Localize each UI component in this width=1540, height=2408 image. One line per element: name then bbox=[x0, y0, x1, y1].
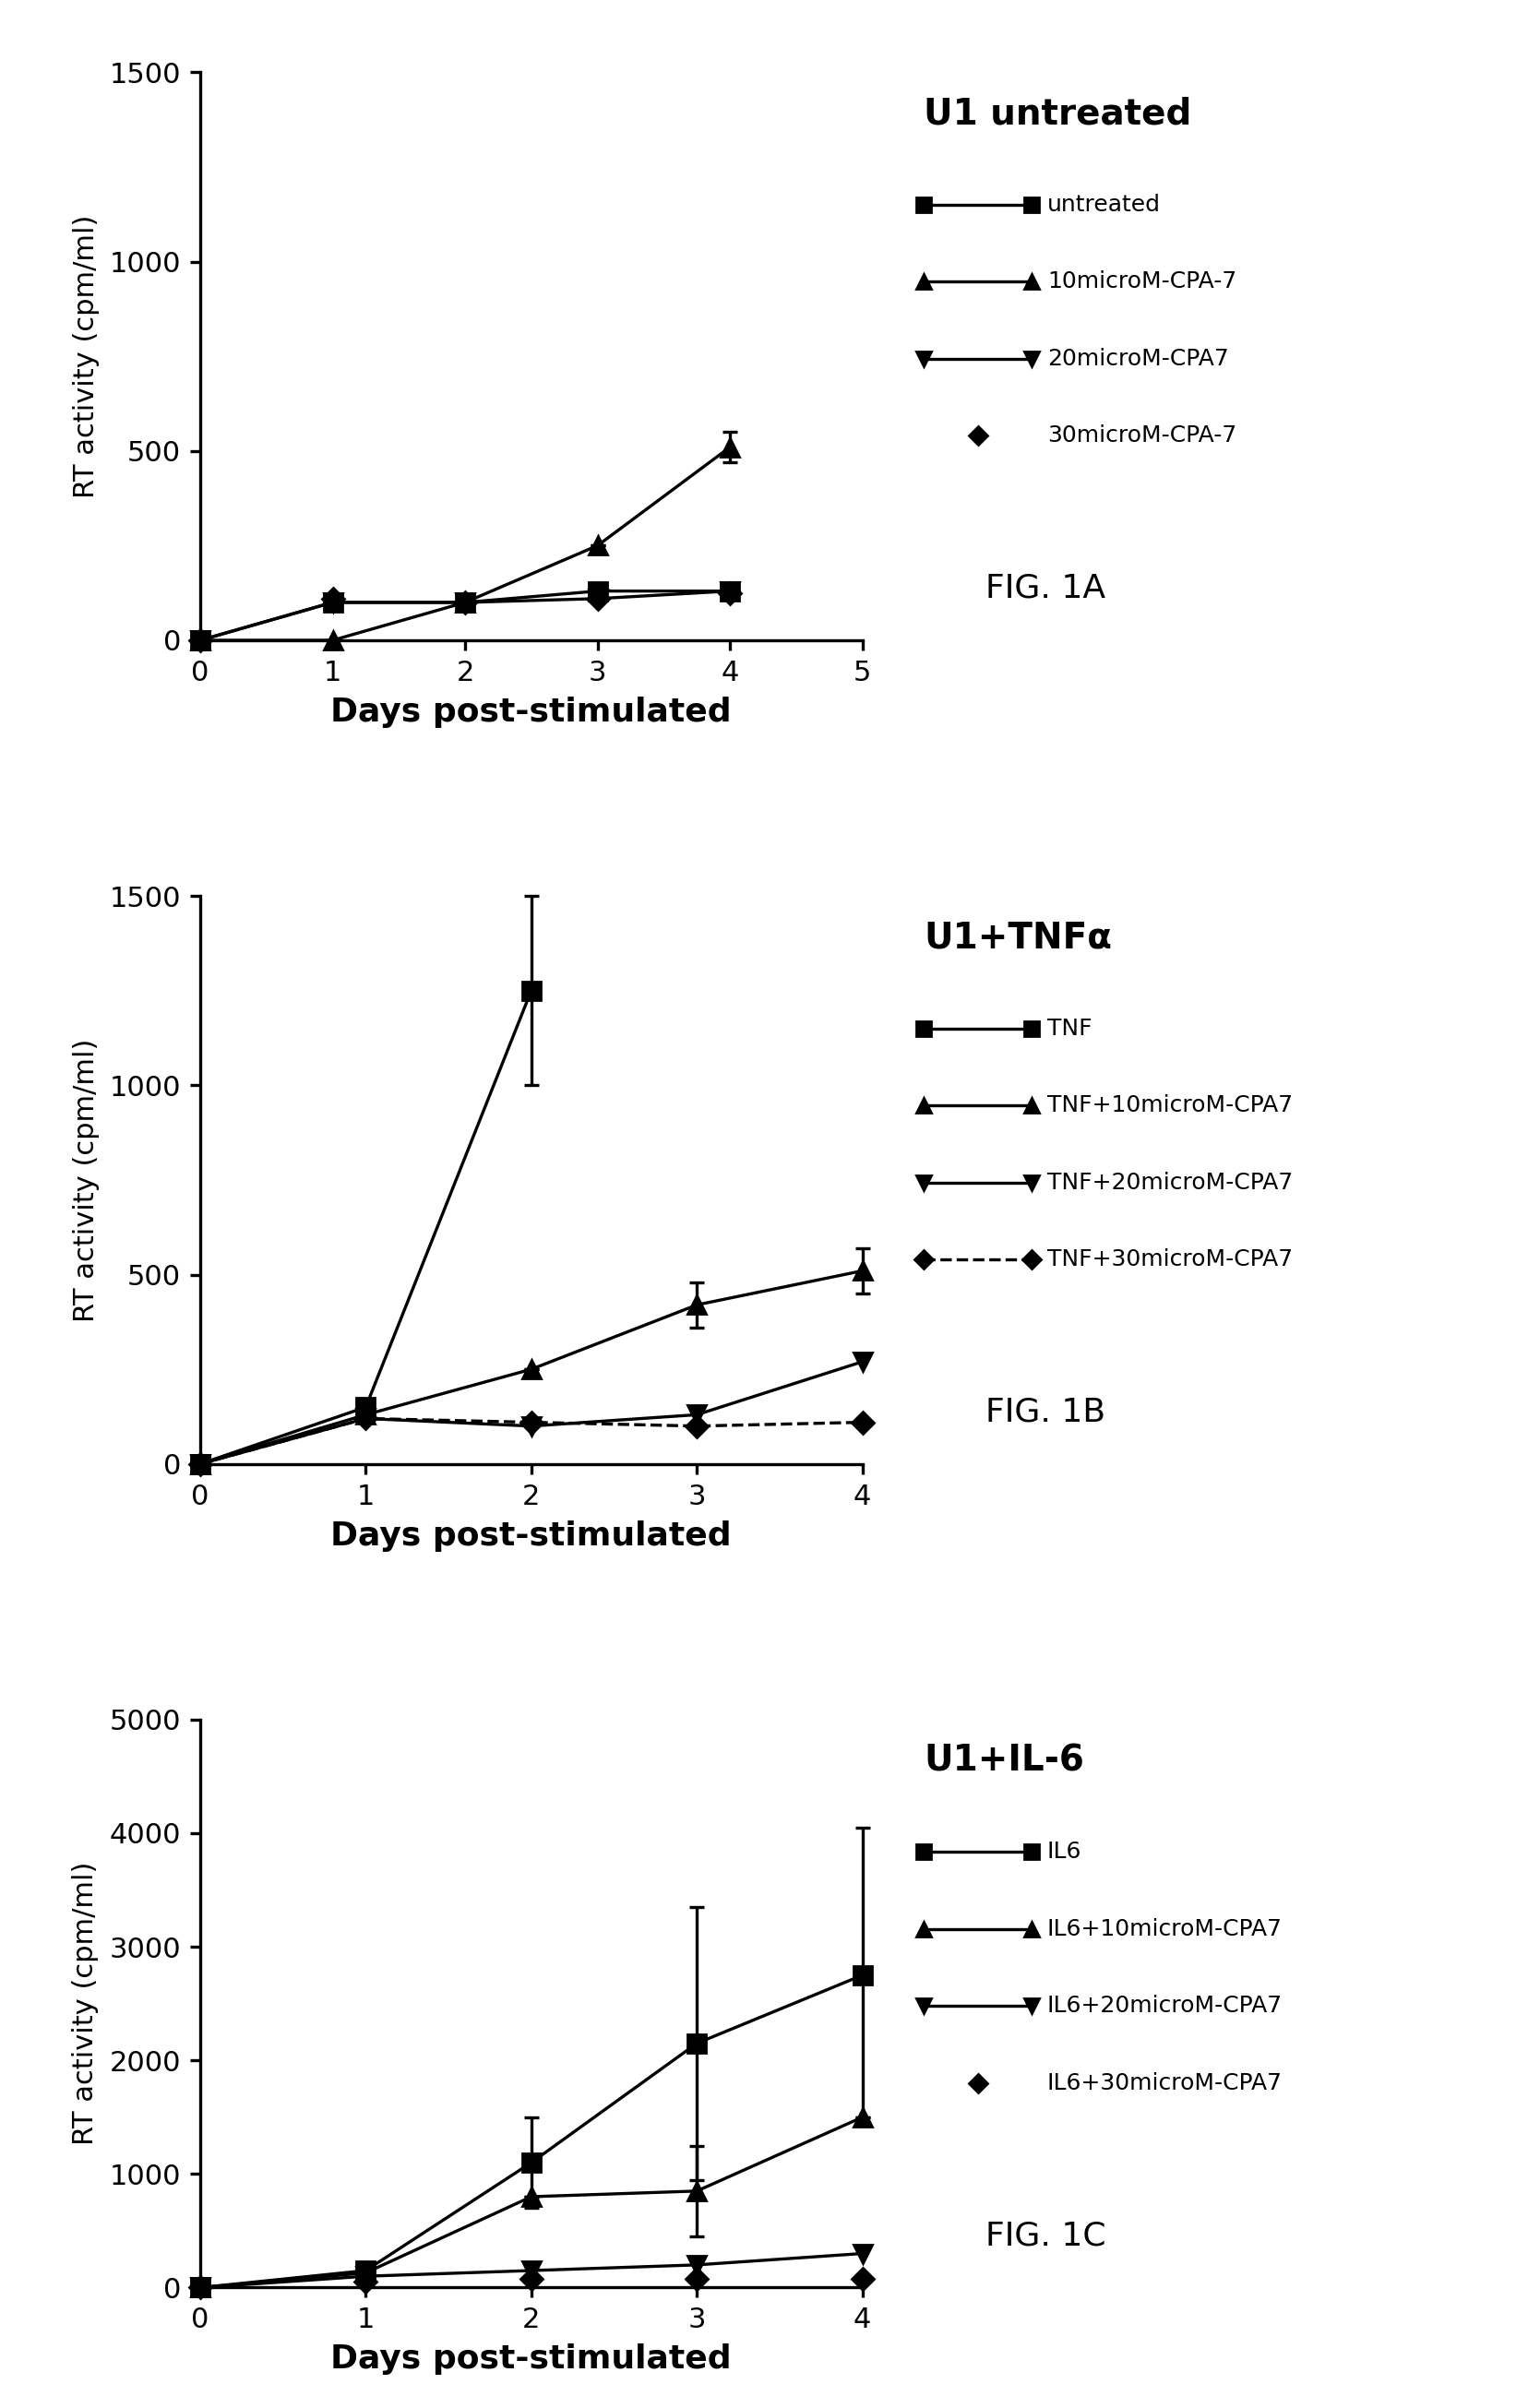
Text: TNF+20microM-CPA7: TNF+20microM-CPA7 bbox=[1047, 1170, 1294, 1194]
Text: U1+TNFα: U1+TNFα bbox=[924, 920, 1112, 956]
Text: FIG. 1C: FIG. 1C bbox=[986, 2220, 1106, 2251]
X-axis label: Days post-stimulated: Days post-stimulated bbox=[331, 1519, 732, 1551]
Text: IL6: IL6 bbox=[1047, 1842, 1081, 1864]
Y-axis label: RT activity (cpm/ml): RT activity (cpm/ml) bbox=[72, 1861, 99, 2146]
X-axis label: Days post-stimulated: Days post-stimulated bbox=[331, 2343, 732, 2374]
Text: U1+IL-6: U1+IL-6 bbox=[924, 1743, 1084, 1780]
Y-axis label: RT activity (cpm/ml): RT activity (cpm/ml) bbox=[72, 214, 99, 498]
Text: 20microM-CPA7: 20microM-CPA7 bbox=[1047, 347, 1229, 371]
Text: FIG. 1B: FIG. 1B bbox=[986, 1397, 1106, 1428]
Text: untreated: untreated bbox=[1047, 193, 1161, 217]
Text: TNF: TNF bbox=[1047, 1016, 1092, 1040]
Text: 30microM-CPA-7: 30microM-CPA-7 bbox=[1047, 424, 1237, 448]
Text: IL6+20microM-CPA7: IL6+20microM-CPA7 bbox=[1047, 1996, 1283, 2018]
Text: U1 untreated: U1 untreated bbox=[924, 96, 1192, 132]
Text: TNF+30microM-CPA7: TNF+30microM-CPA7 bbox=[1047, 1247, 1292, 1271]
Text: 10microM-CPA-7: 10microM-CPA-7 bbox=[1047, 270, 1237, 294]
Y-axis label: RT activity (cpm/ml): RT activity (cpm/ml) bbox=[72, 1038, 99, 1322]
Text: IL6+30microM-CPA7: IL6+30microM-CPA7 bbox=[1047, 2073, 1283, 2095]
Text: TNF+10microM-CPA7: TNF+10microM-CPA7 bbox=[1047, 1093, 1292, 1117]
Text: IL6+10microM-CPA7: IL6+10microM-CPA7 bbox=[1047, 1919, 1283, 1941]
X-axis label: Days post-stimulated: Days post-stimulated bbox=[331, 696, 732, 727]
Text: FIG. 1A: FIG. 1A bbox=[986, 573, 1106, 604]
